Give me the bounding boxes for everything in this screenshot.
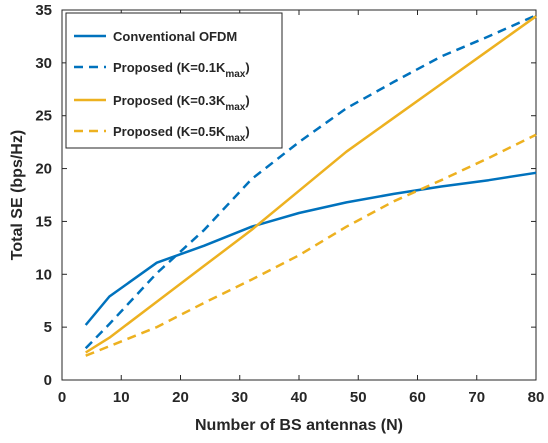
series-line-1 (84, 171, 537, 326)
x-tick-label: 60 (409, 389, 426, 406)
y-tick-label: 25 (35, 108, 52, 125)
y-tick-label: 20 (35, 161, 52, 178)
series-line-3 (85, 15, 537, 354)
x-tick-label: 10 (113, 389, 130, 406)
legend-label: Conventional OFDM (113, 29, 237, 44)
x-tick-label: 20 (172, 389, 189, 406)
x-tick-label: 50 (350, 389, 367, 406)
legend-tail: ) (245, 60, 249, 75)
y-tick-label: 10 (35, 266, 52, 283)
legend-entry-2: Proposed (K=0.1Kmax) (113, 60, 250, 80)
x-tick-label: 70 (468, 389, 485, 406)
y-tick-label: 35 (35, 2, 52, 19)
legend-entry-3: Proposed (K=0.3Kmax) (113, 93, 250, 113)
legend-label: Proposed (K=0.3K (113, 93, 226, 108)
x-tick-label: 0 (58, 389, 66, 406)
x-tick-label: 80 (528, 389, 545, 406)
y-tick-label: 5 (44, 319, 52, 336)
legend-subscript: max (225, 102, 245, 113)
legend-label: Proposed (K=0.5K (113, 124, 226, 139)
legend-subscript: max (225, 69, 245, 80)
y-tick-label: 30 (35, 55, 52, 72)
legend-entry-1: Conventional OFDM (113, 29, 237, 44)
x-axis: 0 10 20 30 40 50 60 70 80 (58, 10, 545, 406)
legend-tail: ) (245, 93, 249, 108)
x-tick-label: 30 (231, 389, 248, 406)
y-axis-label: Total SE (bps/Hz) (9, 130, 26, 260)
legend-subscript: max (225, 133, 245, 144)
x-tick-label: 40 (291, 389, 308, 406)
legend-tail: ) (245, 124, 249, 139)
legend-entry-4: Proposed (K=0.5Kmax) (113, 124, 250, 144)
y-tick-label: 15 (35, 213, 52, 230)
x-axis-label: Number of BS antennas (N) (195, 417, 403, 434)
series-line-2 (84, 14, 537, 350)
y-axis: 0 5 10 15 20 25 30 35 (35, 2, 536, 389)
legend-label: Proposed (K=0.1K (113, 60, 226, 75)
series-layer (84, 14, 537, 357)
y-tick-label: 0 (44, 372, 52, 389)
